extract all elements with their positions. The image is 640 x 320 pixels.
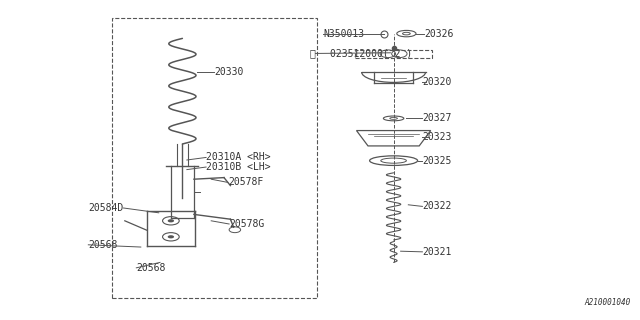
Text: 20325: 20325 (422, 156, 452, 166)
Text: 20320: 20320 (422, 76, 452, 87)
Text: A210001040: A210001040 (584, 298, 630, 307)
Text: 20330: 20330 (214, 67, 244, 77)
Circle shape (168, 235, 174, 238)
Text: 20326: 20326 (424, 28, 454, 39)
Text: 023512000( 2 ): 023512000( 2 ) (330, 48, 412, 59)
Text: N350013: N350013 (323, 28, 364, 39)
Text: 20310B <LH>: 20310B <LH> (206, 162, 271, 172)
Text: 20323: 20323 (422, 132, 452, 142)
Text: Ⓝ: Ⓝ (309, 48, 315, 59)
Text: 20584D: 20584D (88, 203, 124, 213)
Text: 20322: 20322 (422, 201, 452, 212)
Text: 20321: 20321 (422, 247, 452, 257)
Circle shape (168, 219, 174, 222)
Text: 20568: 20568 (136, 263, 166, 273)
Text: 20578G: 20578G (229, 219, 264, 229)
Text: 20327: 20327 (422, 113, 452, 124)
Text: 20578F: 20578F (228, 177, 263, 188)
Text: 20568: 20568 (88, 240, 118, 250)
Text: 20310A <RH>: 20310A <RH> (206, 152, 271, 163)
